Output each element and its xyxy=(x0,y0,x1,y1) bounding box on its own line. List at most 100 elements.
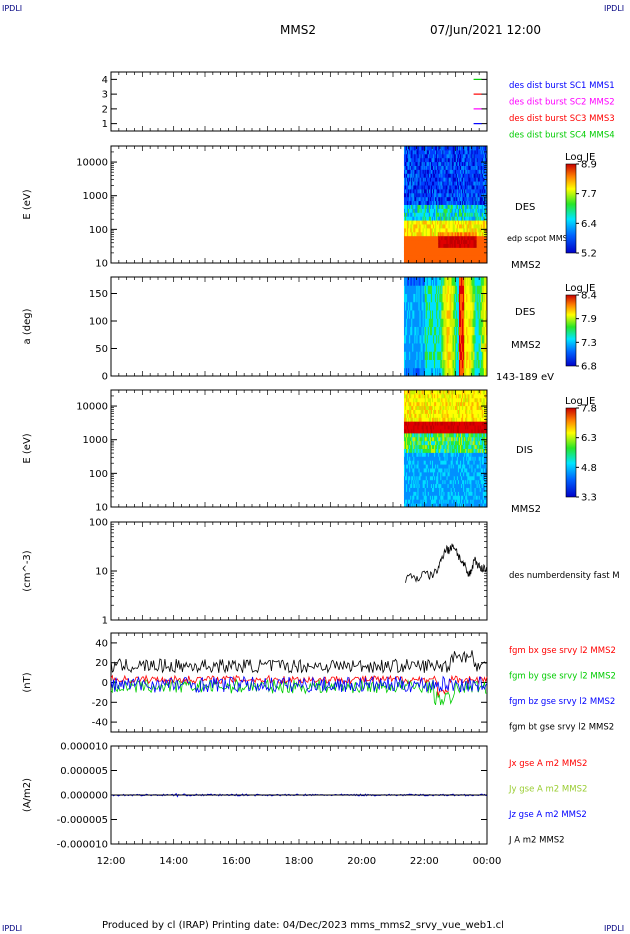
spectrogram-cell xyxy=(412,259,414,264)
spectrogram-cell xyxy=(457,149,460,155)
spectrogram-cell xyxy=(422,448,425,453)
spectrogram-cell xyxy=(416,224,418,229)
spectrogram-cell xyxy=(444,301,446,311)
spectrogram-cell xyxy=(446,243,449,248)
spectrogram-cell xyxy=(410,413,412,418)
spectrogram-cell xyxy=(454,196,457,202)
spectrogram-cell xyxy=(448,293,451,303)
spectrogram-cell xyxy=(476,177,479,182)
spectrogram-cell xyxy=(435,499,437,504)
spectrogram-cell xyxy=(406,429,408,434)
spectrogram-cell xyxy=(455,157,458,163)
spectrogram-cell xyxy=(465,247,467,252)
spectrogram-cell xyxy=(433,429,435,434)
spectrogram-cell xyxy=(411,479,413,485)
spectrogram-cell xyxy=(427,448,430,453)
spectrogram-cell xyxy=(413,448,415,453)
spectrogram-cell xyxy=(446,153,449,159)
spectrogram-cell xyxy=(419,216,422,221)
spectrogram-cell xyxy=(407,146,409,151)
spectrogram-cell xyxy=(419,464,422,469)
spectrogram-cell xyxy=(436,334,438,344)
spectrogram-cell xyxy=(407,192,409,198)
spectrogram-cell xyxy=(449,251,452,256)
spectrogram-cell xyxy=(442,243,444,248)
spectrogram-cell xyxy=(473,185,476,190)
spectrogram-cell xyxy=(429,212,432,217)
spectrogram-cell xyxy=(403,301,406,311)
spectrogram-cell xyxy=(463,181,465,186)
spectrogram-cell xyxy=(421,460,424,465)
spectrogram-cell xyxy=(407,169,409,174)
spectrogram-cell xyxy=(481,149,484,155)
spectrogram-cell xyxy=(478,326,481,336)
spectrogram-cell xyxy=(478,220,481,225)
spectrogram-cell xyxy=(479,227,482,233)
spectrogram-cell xyxy=(403,343,406,352)
spectrogram-cell xyxy=(417,456,419,461)
spectrogram-cell xyxy=(476,196,479,202)
spectrogram-cell xyxy=(437,456,439,461)
spectrogram-cell xyxy=(415,444,417,449)
spectrogram-cell xyxy=(418,216,421,221)
spectrogram-cell xyxy=(464,277,466,286)
spectrogram-cell xyxy=(455,251,458,256)
spectrogram-cell xyxy=(435,417,437,422)
spectrogram-cell xyxy=(417,491,419,496)
spectrogram-cell xyxy=(464,224,466,229)
spectrogram-cell xyxy=(425,227,428,233)
spectrogram-cell xyxy=(429,200,432,205)
spectrogram-cell xyxy=(444,227,446,233)
spectrogram-cell xyxy=(473,161,476,166)
spectrogram-cell xyxy=(409,185,411,190)
spectrogram-cell xyxy=(415,216,417,221)
spectrogram-cell xyxy=(421,208,424,213)
spectrogram-cell xyxy=(424,448,427,453)
spectrogram-cell xyxy=(416,157,418,163)
spectrogram-cell xyxy=(452,185,455,190)
spectrogram-cell xyxy=(440,401,442,407)
spectrogram-cell xyxy=(406,153,408,159)
spectrogram-cell xyxy=(475,301,478,311)
spectrogram-cell xyxy=(412,460,414,465)
spectrogram-cell xyxy=(438,393,440,399)
spectrogram-cell xyxy=(433,491,435,496)
spectrogram-cell xyxy=(472,359,475,369)
spectrogram-cell xyxy=(429,440,432,446)
spectrogram-cell xyxy=(457,293,460,303)
spectrogram-cell xyxy=(406,436,408,442)
spectrogram-cell xyxy=(426,239,429,244)
spectrogram-cell xyxy=(444,255,446,260)
spectrogram-cell xyxy=(449,204,452,209)
spectrogram-cell xyxy=(458,157,461,163)
spectrogram-cell xyxy=(442,432,444,438)
spectrogram-cell xyxy=(412,173,414,178)
spectrogram-cell xyxy=(464,216,466,221)
spectrogram-cell xyxy=(482,161,485,166)
spectrogram-cell xyxy=(427,216,430,221)
spectrogram-cell xyxy=(453,301,456,311)
spectrogram-cell xyxy=(465,285,467,294)
spectrogram-cell xyxy=(462,255,464,260)
spectrogram-cell xyxy=(473,231,476,237)
spectrogram-cell xyxy=(408,196,410,202)
spectrogram-cell xyxy=(417,208,419,213)
spectrogram-cell xyxy=(434,483,436,488)
y-tick-label: 100 xyxy=(89,317,108,328)
spectrogram-cell xyxy=(463,318,465,327)
spectrogram-cell xyxy=(426,359,429,369)
spectrogram-cell xyxy=(427,464,430,469)
spectrogram-cell xyxy=(439,277,441,286)
spectrogram-cell xyxy=(434,157,436,163)
spectrogram-cell xyxy=(427,204,430,209)
spectrogram-cell xyxy=(406,413,408,418)
spectrogram-cell xyxy=(443,231,445,237)
spectrogram-cell xyxy=(415,413,417,418)
spectrogram-cell xyxy=(426,425,429,430)
spectrogram-cell xyxy=(408,487,410,492)
spectrogram-cell xyxy=(452,204,455,209)
spectrogram-cell xyxy=(419,448,422,453)
spectrogram-cell xyxy=(443,468,445,473)
spectrogram-cell xyxy=(416,259,418,264)
spectrogram-cell xyxy=(437,425,439,430)
